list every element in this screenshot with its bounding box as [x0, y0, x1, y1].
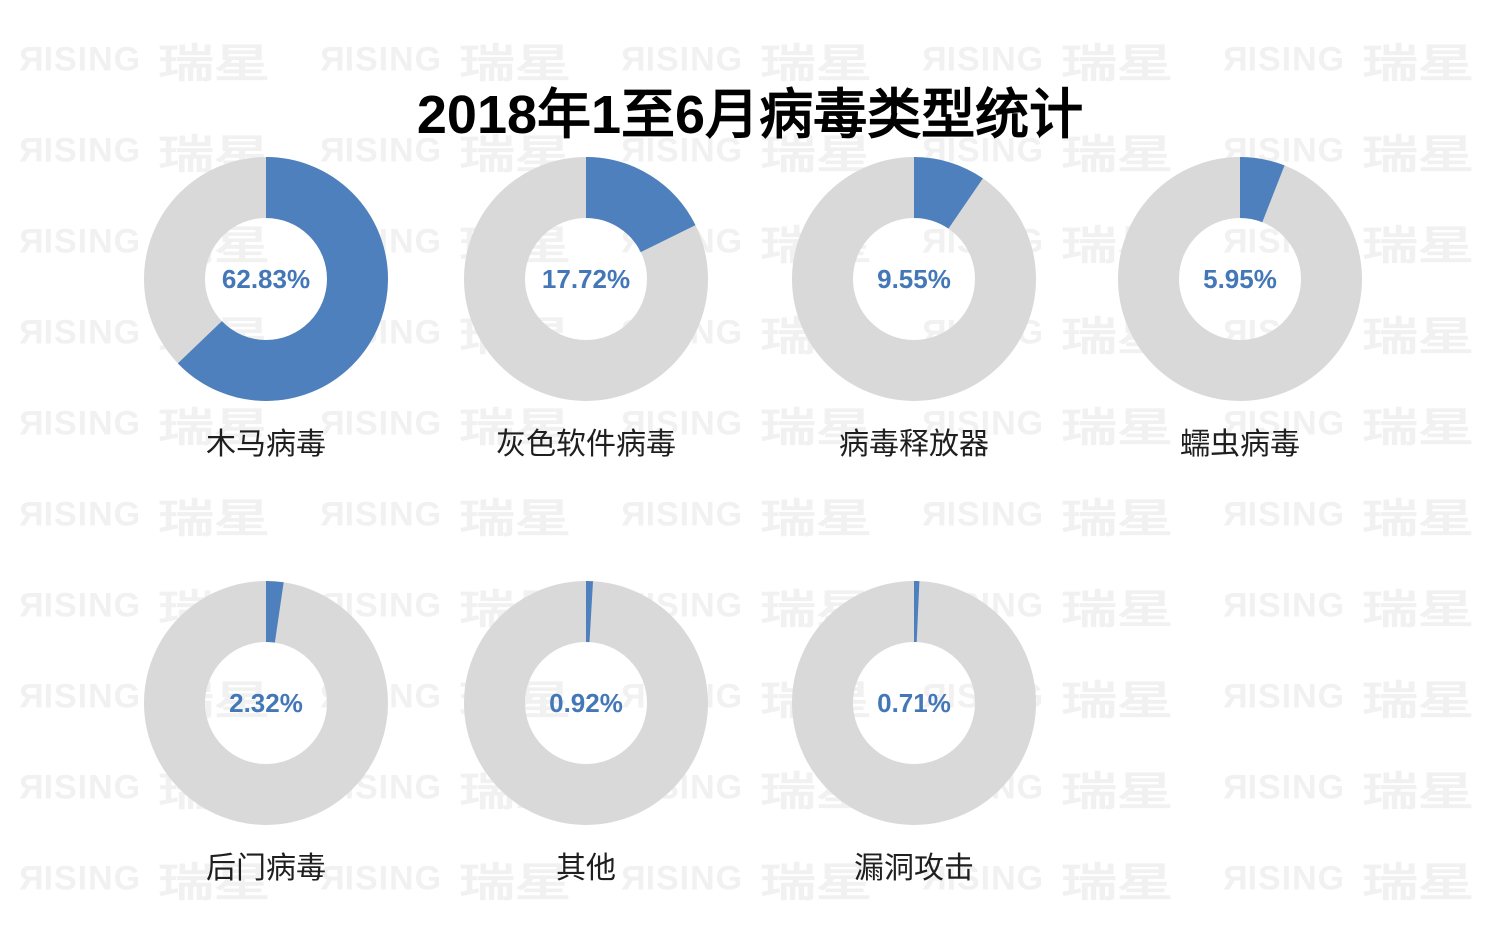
donut-percent-value: 0.92%	[549, 687, 623, 718]
donut-category-label: 漏洞攻击	[854, 852, 974, 885]
watermark-unit: RISING 瑞星	[620, 495, 921, 542]
donut-slice	[464, 581, 708, 825]
watermark-logo-ruixing: 瑞星	[1061, 679, 1173, 723]
watermark-logo-rising: RISING	[620, 495, 744, 534]
watermark-logo-rising: RISING	[1222, 586, 1346, 625]
donut-category-label: 后门病毒	[206, 852, 326, 885]
watermark-logo-ruixing: 瑞星	[1061, 497, 1173, 541]
donut-percent-value: 17.72%	[541, 263, 631, 294]
donut-svg	[792, 157, 1036, 401]
donut-svg	[464, 157, 708, 401]
watermark-logo-ruixing: 瑞星	[1362, 861, 1474, 905]
watermark-logo-rising: RISING	[1222, 495, 1346, 534]
watermark-unit: RISING 瑞星	[921, 495, 1222, 542]
watermark-logo-rising: RISING	[18, 677, 142, 716]
donut-percent-value: 0.71%	[877, 687, 951, 718]
donut-chart: 2.32%	[136, 573, 396, 833]
donut-percent-value: 2.32%	[229, 687, 303, 718]
donut-slice	[792, 157, 1036, 401]
watermark-logo-ruixing: 瑞星	[1362, 770, 1474, 814]
watermark-logo-ruixing: 瑞星	[158, 497, 270, 541]
watermark-logo-rising: RISING	[319, 495, 443, 534]
watermark-logo-ruixing: 瑞星	[1362, 224, 1474, 268]
donut-slice	[1118, 157, 1362, 401]
watermark-logo-ruixing: 瑞星	[459, 497, 571, 541]
watermark-logo-ruixing: 瑞星	[1061, 770, 1173, 814]
chart-title: 2018年1至6月病毒类型统计	[416, 85, 1084, 146]
watermark-logo-rising: RISING	[18, 222, 142, 261]
watermark-logo-ruixing: 瑞星	[1362, 315, 1474, 359]
donut-percent-value: 9.55%	[877, 263, 951, 294]
watermark-logo-rising: RISING	[18, 313, 142, 352]
watermark-logo-rising: RISING	[1222, 677, 1346, 716]
watermark-unit: RISING 瑞星	[1222, 768, 1500, 815]
watermark-unit: RISING 瑞星	[1222, 495, 1500, 542]
watermark-logo-ruixing: 瑞星	[760, 497, 872, 541]
donut-category-label: 灰色软件病毒	[496, 428, 676, 461]
donut-chart: 9.55%	[784, 149, 1044, 409]
watermark-unit: RISING 瑞星	[319, 495, 620, 542]
donut-slice	[792, 581, 1036, 825]
donut-chart: 0.71%	[784, 573, 1044, 833]
watermark-unit: RISING 瑞星	[1222, 859, 1500, 906]
donut-category-label: 病毒释放器	[839, 428, 989, 461]
donut-chart: 5.95%	[1110, 149, 1370, 409]
watermark-logo-ruixing: 瑞星	[1061, 861, 1173, 905]
watermark-logo-rising: RISING	[921, 495, 1045, 534]
donut-percent-value: 62.83%	[221, 263, 311, 294]
watermark-logo-rising: RISING	[18, 768, 142, 807]
donut-chart: 62.83%	[136, 149, 396, 409]
donut-chart: 17.72%	[456, 149, 716, 409]
watermark-logo-ruixing: 瑞星	[1362, 588, 1474, 632]
donut-svg	[144, 157, 388, 401]
donut-chart: 0.92%	[456, 573, 716, 833]
donut-slice	[464, 157, 708, 401]
watermark-unit: RISING 瑞星	[1222, 677, 1500, 724]
watermark-logo-rising: RISING	[18, 586, 142, 625]
donut-slice	[144, 157, 388, 401]
watermark-logo-ruixing: 瑞星	[1362, 679, 1474, 723]
watermark-logo-ruixing: 瑞星	[1362, 497, 1474, 541]
watermark-logo-rising: RISING	[1222, 768, 1346, 807]
watermark-logo-rising: RISING	[18, 495, 142, 534]
watermark-unit: RISING 瑞星	[18, 495, 319, 542]
donut-category-label: 木马病毒	[206, 428, 326, 461]
watermark-unit: RISING 瑞星	[1222, 586, 1500, 633]
donut-svg	[792, 581, 1036, 825]
donut-category-label: 蠕虫病毒	[1180, 428, 1300, 461]
donut-svg	[144, 581, 388, 825]
donut-svg	[1118, 157, 1362, 401]
donut-slice	[144, 581, 388, 825]
donut-svg	[464, 581, 708, 825]
donut-percent-value: 5.95%	[1203, 263, 1277, 294]
watermark-logo-rising: RISING	[1222, 859, 1346, 898]
donut-category-label: 其他	[556, 852, 616, 885]
watermark-logo-ruixing: 瑞星	[1061, 588, 1173, 632]
